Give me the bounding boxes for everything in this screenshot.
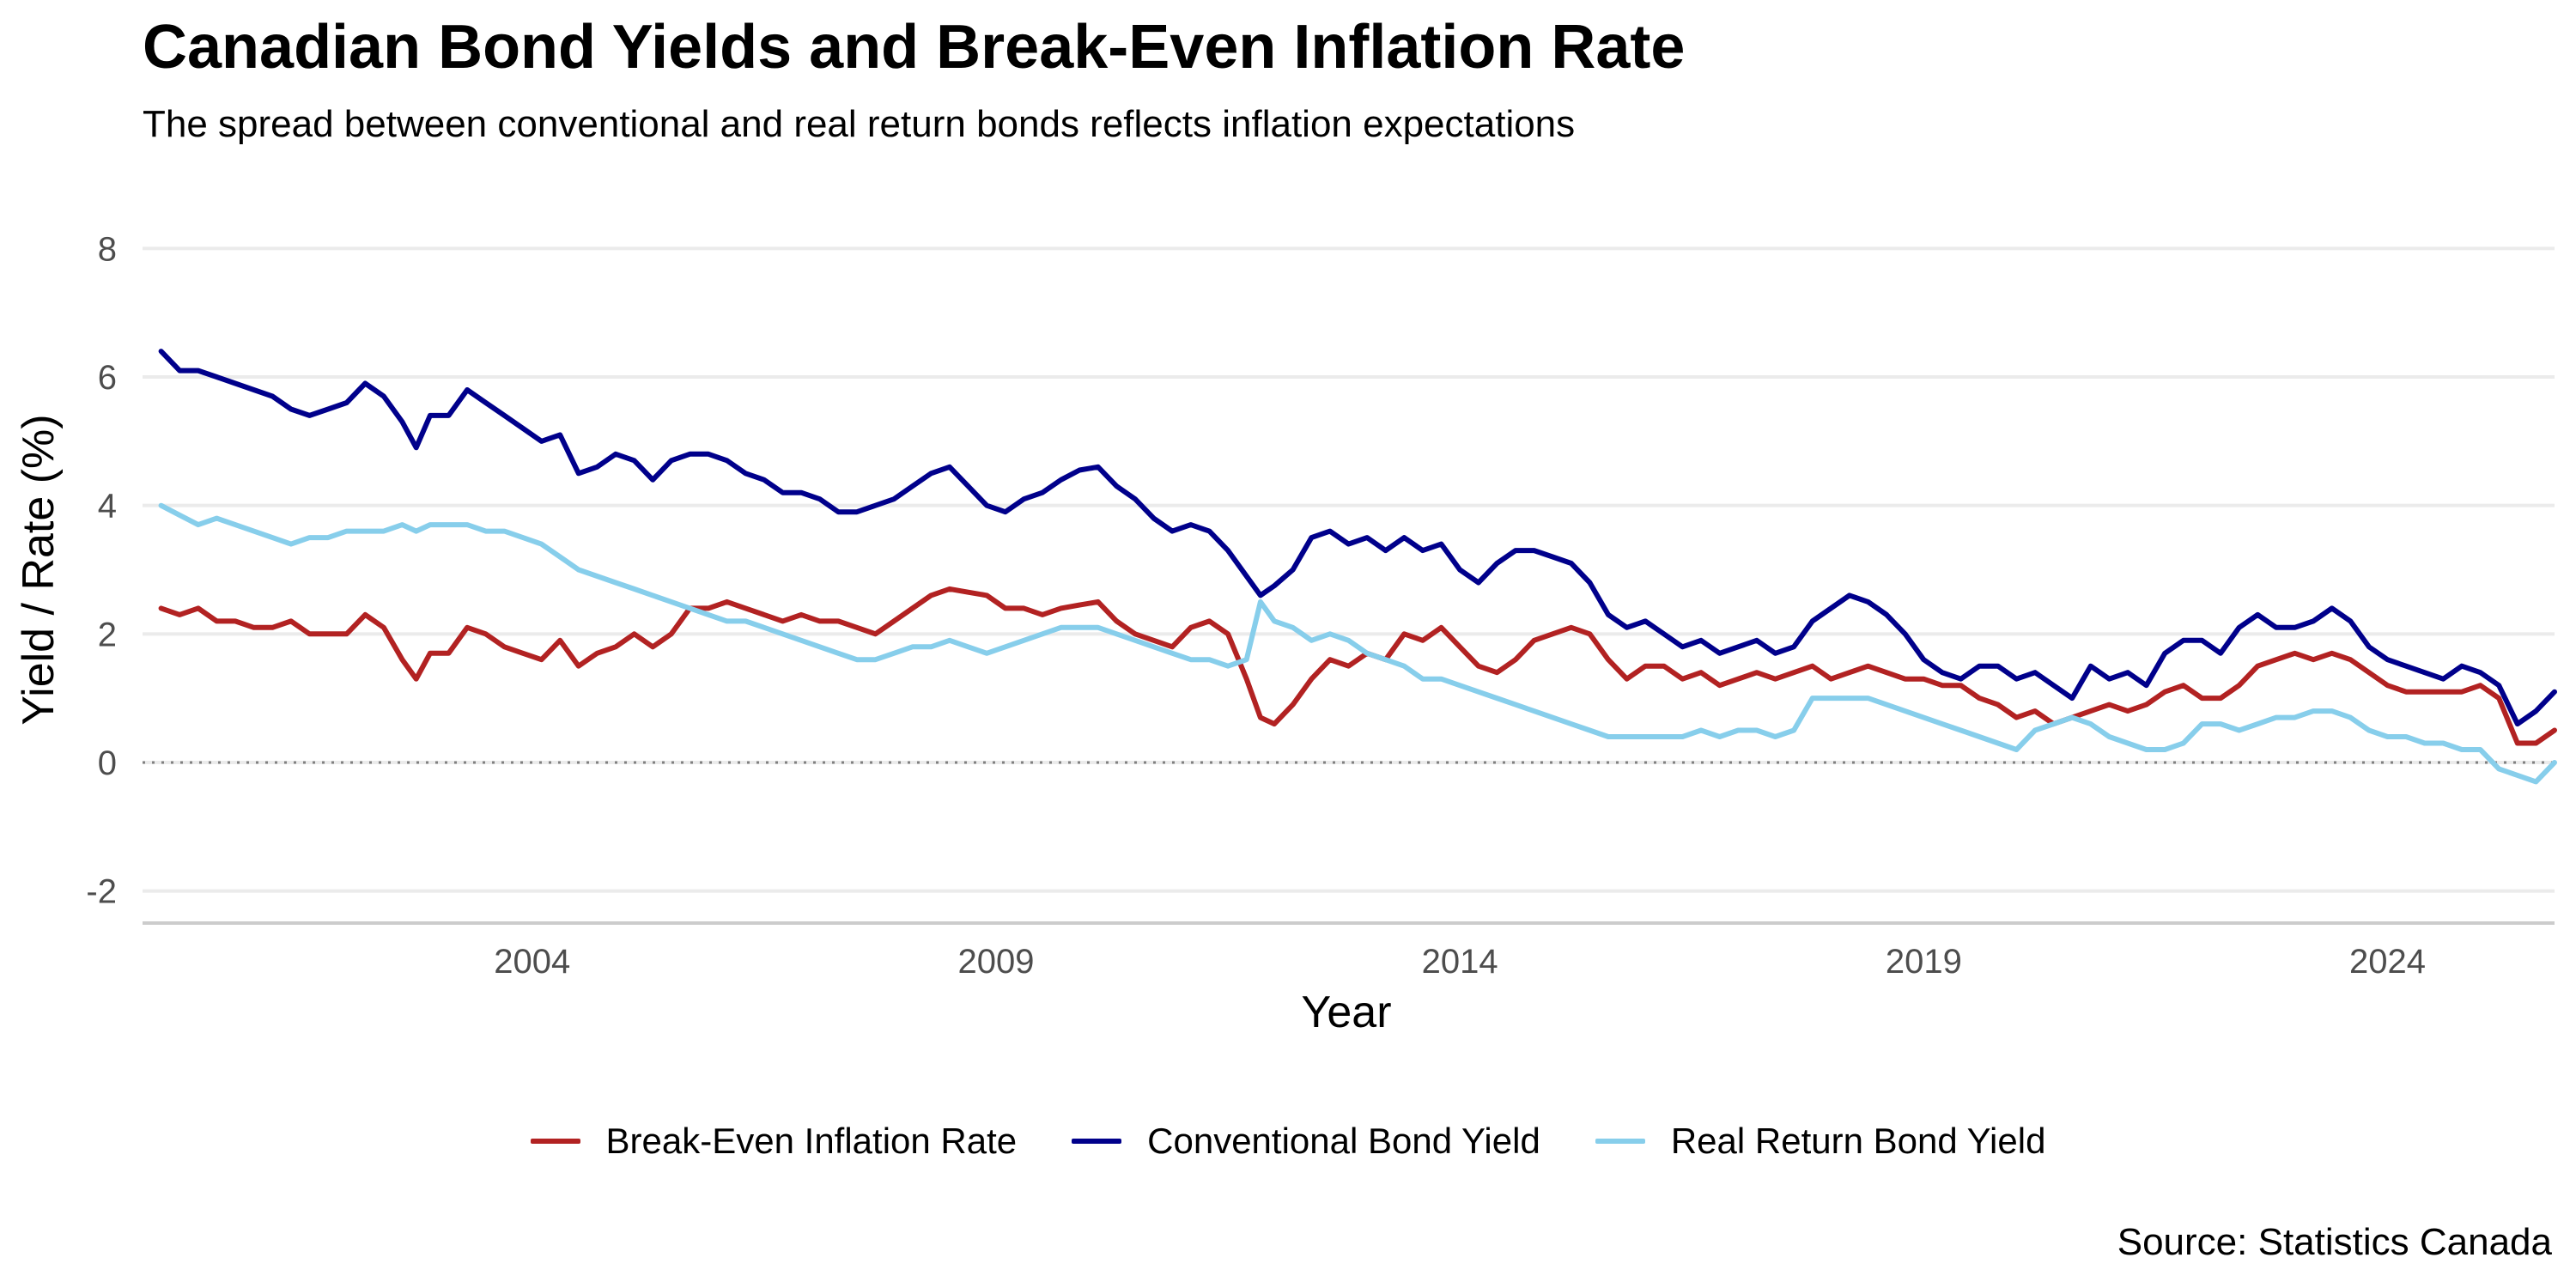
x-tick-label: 2019 bbox=[1886, 943, 1962, 981]
x-tick-label: 2014 bbox=[1422, 943, 1498, 981]
chart-title: Canadian Bond Yields and Break-Even Infl… bbox=[143, 13, 1686, 82]
chart-subtitle: The spread between conventional and real… bbox=[143, 103, 1576, 145]
legend-key-real-return bbox=[1595, 1139, 1645, 1144]
y-tick-label: 8 bbox=[98, 230, 117, 268]
y-axis-title: Yield / Rate (%) bbox=[14, 414, 64, 725]
legend-key-conventional bbox=[1072, 1139, 1122, 1144]
legend-item-real-return[interactable]: Real Return Bond Yield bbox=[1595, 1121, 2046, 1162]
legend-item-break-even[interactable]: Break-Even Inflation Rate bbox=[530, 1121, 1018, 1162]
y-tick-label: 6 bbox=[98, 359, 117, 397]
x-tick-label: 2009 bbox=[957, 943, 1034, 981]
legend: Break-Even Inflation Rate Conventional B… bbox=[0, 1121, 2576, 1162]
series-line-break-even bbox=[158, 586, 2557, 746]
axes: -2 0 2 4 6 8 2004 2009 2014 2019 2024 bbox=[86, 230, 2555, 981]
x-tick-label: 2024 bbox=[2349, 943, 2426, 981]
x-axis-title: Year bbox=[1301, 987, 1391, 1037]
y-tick-label: -2 bbox=[86, 873, 117, 911]
series-line-conventional bbox=[158, 349, 2557, 727]
y-tick-label: 4 bbox=[98, 488, 117, 526]
legend-label: Real Return Bond Yield bbox=[1670, 1121, 2046, 1161]
x-tick-label: 2004 bbox=[494, 943, 570, 981]
gridlines bbox=[143, 246, 2555, 893]
y-tick-label: 0 bbox=[98, 744, 117, 782]
legend-label: Conventional Bond Yield bbox=[1147, 1121, 1540, 1161]
legend-key-break-even bbox=[530, 1139, 580, 1144]
y-tick-label: 2 bbox=[98, 616, 117, 653]
legend-item-conventional[interactable]: Conventional Bond Yield bbox=[1072, 1121, 1540, 1162]
series-line-real-return bbox=[158, 502, 2557, 785]
source-caption: Source: Statistics Canada bbox=[2117, 1221, 2552, 1263]
legend-label: Break-Even Inflation Rate bbox=[605, 1121, 1018, 1161]
series-lines bbox=[158, 349, 2557, 785]
